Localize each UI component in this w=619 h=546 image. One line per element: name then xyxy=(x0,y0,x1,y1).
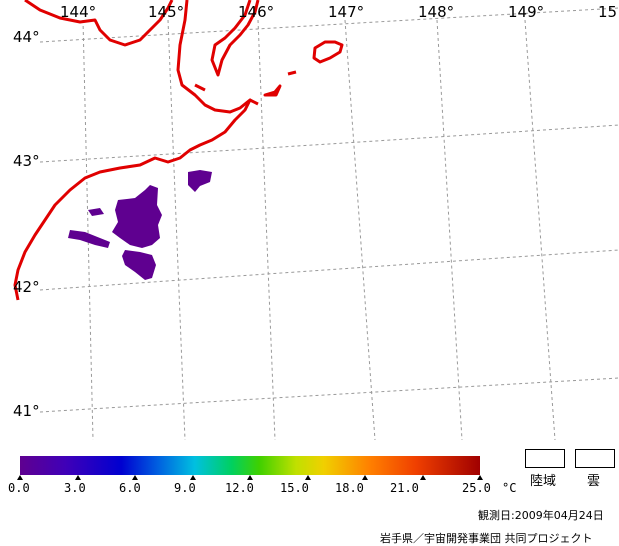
longitude-label-148: 148° xyxy=(418,3,455,21)
colorbar-tick-marker xyxy=(132,475,138,480)
longitude-label-144: 144° xyxy=(60,3,97,21)
latitude-label-41: 41° xyxy=(13,402,40,420)
longitude-label-150: 15 xyxy=(598,3,618,21)
sst-data-patches xyxy=(68,170,212,280)
latitude-label-42: 42° xyxy=(13,278,40,296)
longitude-label-145: 145° xyxy=(148,3,185,21)
longitude-label-146: 146° xyxy=(238,3,275,21)
colorbar-tick-marker xyxy=(189,475,196,480)
colorbar-tick-marker xyxy=(74,475,81,480)
colorbar-tick-18: 18.0 xyxy=(335,481,364,495)
colorbar-tick-marker xyxy=(477,475,483,480)
land-legend-swatch xyxy=(525,449,565,468)
longitude-label-147: 147° xyxy=(328,3,365,21)
cloud-legend-label: 雲 xyxy=(587,474,601,489)
latitude-label-43: 43° xyxy=(13,152,40,170)
colorbar-tick-marker xyxy=(419,475,426,480)
colorbar-tick-6: 6.0 xyxy=(119,481,141,495)
colorbar-tick-marker xyxy=(247,475,253,480)
latitude-grid xyxy=(39,7,619,413)
land-legend-label: 陸域 xyxy=(530,474,557,489)
sea-surface-temperature-map xyxy=(13,0,619,440)
colorbar-unit: °C xyxy=(502,481,517,495)
longitude-grid xyxy=(82,19,556,440)
colorbar-tick-3: 3.0 xyxy=(64,481,86,495)
temperature-colorbar xyxy=(20,456,480,475)
observation-date: 観測日:2009年04月24日 xyxy=(478,509,604,522)
colorbar-tick-25: 25.0 xyxy=(462,481,491,495)
colorbar-tick-marker xyxy=(304,475,311,480)
longitude-label-149: 149° xyxy=(508,3,545,21)
credit-text: 岩手県／宇宙開発事業団 共同プロジェクト xyxy=(380,532,593,545)
colorbar-tick-marker xyxy=(17,475,23,480)
colorbar-tick-21: 21.0 xyxy=(390,481,419,495)
colorbar-tick-0: 0.0 xyxy=(8,481,30,495)
colorbar-tick-15: 15.0 xyxy=(280,481,309,495)
colorbar-tick-12: 12.0 xyxy=(225,481,254,495)
latitude-label-44: 44° xyxy=(13,28,40,46)
colorbar-tick-9: 9.0 xyxy=(174,481,196,495)
colorbar-tick-marker xyxy=(362,475,368,480)
coastline xyxy=(13,0,344,301)
cloud-legend-swatch xyxy=(575,449,615,468)
